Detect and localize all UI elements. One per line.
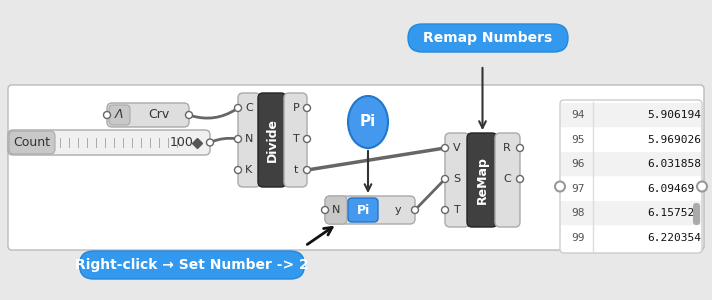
Text: Λ: Λ	[115, 109, 123, 122]
FancyBboxPatch shape	[80, 251, 305, 279]
Text: 97: 97	[571, 184, 585, 194]
Text: T: T	[293, 134, 299, 144]
Text: N: N	[332, 205, 340, 215]
Circle shape	[103, 112, 110, 118]
Circle shape	[412, 206, 419, 214]
Circle shape	[234, 136, 241, 142]
Text: 6.157522: 6.157522	[647, 208, 701, 218]
Circle shape	[303, 167, 310, 173]
Text: T: T	[454, 205, 461, 215]
Circle shape	[303, 104, 310, 112]
Text: Remap Numbers: Remap Numbers	[424, 31, 553, 45]
Circle shape	[303, 136, 310, 142]
Text: y: y	[394, 205, 402, 215]
Text: R: R	[503, 143, 511, 153]
Text: C: C	[245, 103, 253, 113]
FancyBboxPatch shape	[561, 128, 701, 152]
Circle shape	[441, 206, 449, 214]
Text: 5.969026: 5.969026	[647, 135, 701, 145]
FancyBboxPatch shape	[109, 105, 130, 125]
FancyBboxPatch shape	[561, 201, 701, 226]
Text: 6.220354: 6.220354	[647, 233, 701, 243]
FancyBboxPatch shape	[9, 131, 55, 154]
FancyBboxPatch shape	[408, 24, 568, 52]
Ellipse shape	[348, 96, 388, 148]
Text: 94: 94	[571, 110, 585, 120]
Text: K: K	[246, 165, 253, 175]
Text: 6.031858: 6.031858	[647, 159, 701, 169]
Circle shape	[441, 145, 449, 152]
FancyBboxPatch shape	[561, 103, 701, 128]
Text: Crv: Crv	[148, 109, 169, 122]
Text: C: C	[503, 174, 511, 184]
Text: 100: 100	[170, 136, 194, 149]
FancyBboxPatch shape	[107, 103, 189, 127]
FancyBboxPatch shape	[561, 226, 701, 250]
FancyBboxPatch shape	[8, 130, 210, 155]
Circle shape	[206, 139, 214, 146]
Text: S: S	[454, 174, 461, 184]
FancyBboxPatch shape	[561, 176, 701, 201]
Circle shape	[516, 176, 523, 182]
Text: Pi: Pi	[357, 203, 370, 217]
Text: 98: 98	[571, 208, 585, 218]
Circle shape	[555, 182, 565, 191]
Text: 5.906194: 5.906194	[647, 110, 701, 120]
Text: N: N	[245, 134, 253, 144]
FancyBboxPatch shape	[560, 100, 702, 253]
FancyBboxPatch shape	[8, 85, 704, 250]
Text: Divide: Divide	[266, 118, 278, 162]
FancyBboxPatch shape	[284, 93, 307, 187]
Circle shape	[234, 104, 241, 112]
Circle shape	[516, 145, 523, 152]
Text: 95: 95	[571, 135, 585, 145]
FancyBboxPatch shape	[348, 198, 378, 222]
Text: P: P	[293, 103, 299, 113]
FancyBboxPatch shape	[561, 152, 701, 176]
FancyBboxPatch shape	[258, 93, 286, 187]
Text: ReMap: ReMap	[476, 156, 488, 204]
FancyBboxPatch shape	[238, 93, 260, 187]
Text: Count: Count	[14, 136, 51, 149]
Text: V: V	[453, 143, 461, 153]
FancyBboxPatch shape	[325, 196, 347, 224]
Circle shape	[697, 182, 707, 191]
Circle shape	[234, 167, 241, 173]
FancyBboxPatch shape	[467, 133, 497, 227]
FancyBboxPatch shape	[445, 133, 469, 227]
Circle shape	[441, 176, 449, 182]
Text: 96: 96	[571, 159, 585, 169]
FancyBboxPatch shape	[693, 203, 700, 225]
FancyBboxPatch shape	[495, 133, 520, 227]
Text: Right-click → Set Number -> 2: Right-click → Set Number -> 2	[75, 258, 309, 272]
Circle shape	[186, 112, 192, 118]
Text: 99: 99	[571, 233, 585, 243]
FancyBboxPatch shape	[325, 196, 415, 224]
Text: t: t	[294, 165, 298, 175]
Text: 6.09469: 6.09469	[647, 184, 694, 194]
Text: Pi: Pi	[360, 115, 376, 130]
Circle shape	[322, 206, 328, 214]
